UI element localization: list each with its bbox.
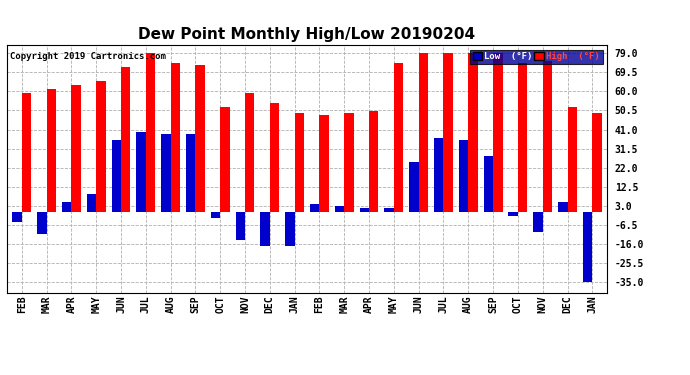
- Bar: [444, 53, 453, 212]
- Bar: [359, 208, 369, 212]
- Bar: [419, 53, 428, 212]
- Bar: [369, 111, 379, 212]
- Bar: [394, 63, 403, 212]
- Bar: [62, 202, 71, 212]
- Bar: [558, 202, 567, 212]
- Bar: [533, 212, 543, 232]
- Bar: [22, 93, 31, 212]
- Bar: [195, 65, 205, 212]
- Bar: [384, 208, 394, 212]
- Bar: [567, 107, 577, 212]
- Bar: [409, 162, 419, 212]
- Bar: [47, 89, 56, 212]
- Bar: [87, 194, 96, 212]
- Bar: [12, 212, 22, 222]
- Bar: [161, 134, 170, 212]
- Bar: [295, 113, 304, 212]
- Bar: [270, 104, 279, 212]
- Bar: [112, 140, 121, 212]
- Bar: [211, 212, 220, 218]
- Bar: [260, 212, 270, 246]
- Bar: [121, 67, 130, 212]
- Title: Dew Point Monthly High/Low 20190204: Dew Point Monthly High/Low 20190204: [139, 27, 475, 42]
- Bar: [469, 53, 477, 212]
- Bar: [310, 204, 319, 212]
- Bar: [137, 132, 146, 212]
- Bar: [285, 212, 295, 246]
- Bar: [170, 63, 180, 212]
- Bar: [186, 134, 195, 212]
- Bar: [509, 212, 518, 216]
- Bar: [245, 93, 255, 212]
- Bar: [493, 53, 502, 212]
- Bar: [71, 85, 81, 212]
- Bar: [484, 156, 493, 212]
- Bar: [459, 140, 469, 212]
- Bar: [543, 61, 552, 212]
- Bar: [37, 212, 47, 234]
- Bar: [592, 113, 602, 212]
- Bar: [235, 212, 245, 240]
- Bar: [344, 113, 354, 212]
- Text: Copyright 2019 Cartronics.com: Copyright 2019 Cartronics.com: [10, 53, 166, 62]
- Bar: [96, 81, 106, 212]
- Bar: [518, 63, 527, 212]
- Legend: Low  (°F), High  (°F): Low (°F), High (°F): [470, 50, 602, 64]
- Bar: [583, 212, 592, 282]
- Bar: [146, 53, 155, 212]
- Bar: [220, 107, 230, 212]
- Bar: [434, 138, 444, 212]
- Bar: [335, 206, 344, 212]
- Bar: [319, 116, 329, 212]
